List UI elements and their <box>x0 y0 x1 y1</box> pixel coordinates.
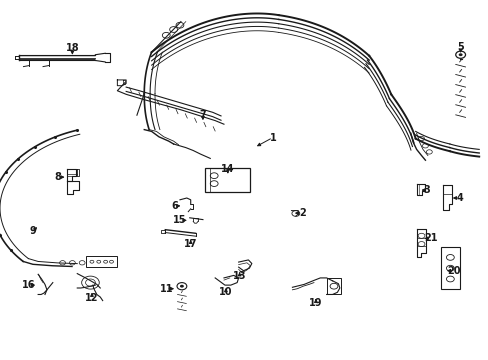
Text: 18: 18 <box>65 42 79 53</box>
Text: 7: 7 <box>199 110 206 120</box>
Text: 17: 17 <box>183 239 197 249</box>
Bar <box>205 168 250 192</box>
Text: 5: 5 <box>456 42 463 52</box>
Text: 14: 14 <box>221 164 234 174</box>
Bar <box>85 256 117 267</box>
Text: 16: 16 <box>21 280 35 290</box>
Text: 21: 21 <box>424 233 437 243</box>
Text: 1: 1 <box>269 132 276 143</box>
Text: 2: 2 <box>298 208 305 218</box>
Text: 6: 6 <box>171 201 178 211</box>
Text: 13: 13 <box>232 271 246 282</box>
Text: 11: 11 <box>159 284 173 294</box>
Text: 4: 4 <box>455 193 462 203</box>
Text: 15: 15 <box>173 215 186 225</box>
Text: 8: 8 <box>54 172 61 182</box>
Text: 9: 9 <box>30 226 37 236</box>
Circle shape <box>180 285 183 288</box>
Text: 19: 19 <box>308 298 322 308</box>
Text: 10: 10 <box>219 287 232 297</box>
Bar <box>440 247 459 289</box>
Bar <box>326 278 341 294</box>
Text: 20: 20 <box>446 266 460 276</box>
Circle shape <box>458 53 462 56</box>
Text: 3: 3 <box>422 185 429 195</box>
Text: 12: 12 <box>85 293 99 303</box>
